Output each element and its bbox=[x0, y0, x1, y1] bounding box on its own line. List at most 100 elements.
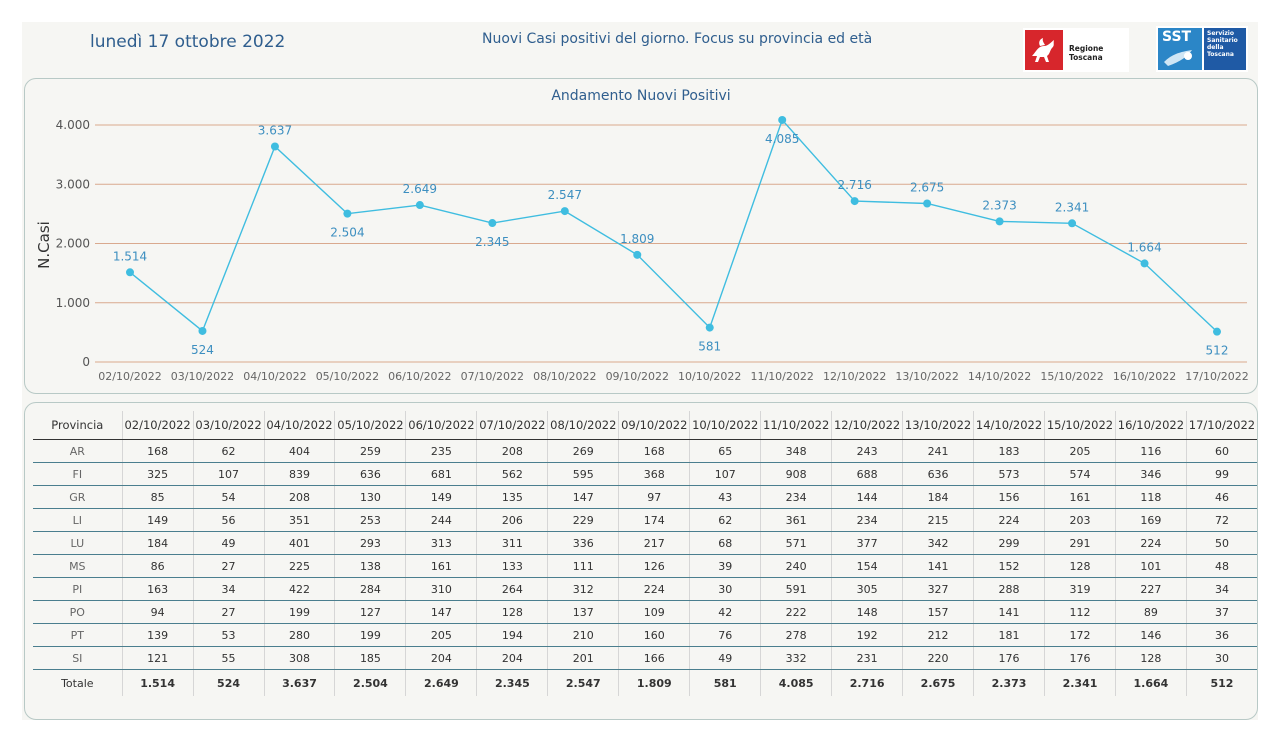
data-point bbox=[633, 250, 642, 259]
table-cell: 118 bbox=[1114, 485, 1187, 509]
table-cell: 135 bbox=[476, 485, 548, 509]
table-cell: 293 bbox=[334, 531, 406, 555]
table-cell: 269 bbox=[547, 439, 619, 463]
total-cell: 2.547 bbox=[547, 669, 619, 696]
total-cell: 2.716 bbox=[831, 669, 903, 696]
table-cell: 253 bbox=[334, 508, 406, 532]
table-row: PT 139 53 280 199 205 194 210 160 76 278 192 212 181 1… bbox=[33, 623, 1257, 647]
regione-toscana-logo: Regione Toscana bbox=[1023, 28, 1129, 72]
total-cell: 524 bbox=[192, 669, 265, 696]
table-cell: 160 bbox=[618, 623, 690, 647]
data-label: 2.547 bbox=[548, 188, 582, 202]
table-cell: 68 bbox=[689, 531, 761, 555]
total-cell: 2.373 bbox=[973, 669, 1045, 696]
table-cell: 208 bbox=[476, 439, 548, 463]
data-label: 2.716 bbox=[837, 178, 871, 192]
total-cell: 2.649 bbox=[405, 669, 477, 696]
table-cell: 225 bbox=[263, 554, 335, 578]
table-row: LU 184 49 401 293 313 311 336 217 68 571 377 342 299 2… bbox=[33, 531, 1257, 555]
data-label: 2.649 bbox=[403, 182, 437, 196]
table-cell: 194 bbox=[476, 623, 548, 647]
table-cell: 368 bbox=[618, 462, 690, 486]
table-cell: 562 bbox=[476, 462, 548, 486]
table-cell: 377 bbox=[831, 531, 903, 555]
y-tick-label: 0 bbox=[82, 355, 90, 369]
table-cell: 34 bbox=[192, 577, 265, 601]
data-label: 2.504 bbox=[330, 226, 364, 240]
table-cell: 204 bbox=[476, 646, 548, 670]
province-name: LU bbox=[33, 531, 123, 555]
x-tick-label: 10/10/2022 bbox=[678, 370, 741, 383]
table-cell: 571 bbox=[760, 531, 832, 555]
x-tick-label: 14/10/2022 bbox=[968, 370, 1031, 383]
table-cell: 147 bbox=[547, 485, 619, 509]
column-header-date: 15/10/2022 bbox=[1044, 411, 1116, 440]
data-label: 2.373 bbox=[982, 198, 1016, 212]
table-cell: 327 bbox=[902, 577, 974, 601]
table-cell: 573 bbox=[973, 462, 1045, 486]
total-cell: 2.504 bbox=[334, 669, 406, 696]
table-cell: 48 bbox=[1185, 554, 1257, 578]
table-cell: 244 bbox=[405, 508, 477, 532]
x-tick-label: 03/10/2022 bbox=[171, 370, 234, 383]
table-cell: 205 bbox=[405, 623, 477, 647]
data-point bbox=[778, 115, 787, 124]
x-tick-label: 05/10/2022 bbox=[316, 370, 379, 383]
sst-mark: SST bbox=[1158, 28, 1202, 70]
column-header-date: 10/10/2022 bbox=[689, 411, 761, 440]
table-row: AR 168 62 404 259 235 208 269 168 65 348 243 241 183 2… bbox=[33, 439, 1257, 463]
table-cell: 121 bbox=[121, 646, 194, 670]
table-cell: 46 bbox=[1185, 485, 1257, 509]
table-cell: 220 bbox=[902, 646, 974, 670]
x-tick-label: 11/10/2022 bbox=[750, 370, 813, 383]
table-cell: 234 bbox=[760, 485, 832, 509]
table-cell: 288 bbox=[973, 577, 1045, 601]
table-cell: 111 bbox=[547, 554, 619, 578]
table-cell: 146 bbox=[1114, 623, 1187, 647]
table-row: MS 86 27 225 138 161 133 111 126 39 240 154 141 152 12… bbox=[33, 554, 1257, 578]
table-cell: 235 bbox=[405, 439, 477, 463]
data-label: 2.675 bbox=[910, 181, 944, 195]
province-table: Provincia 02/10/2022 03/10/2022 04/10/2022 0… bbox=[33, 411, 1257, 696]
table-cell: 36 bbox=[1185, 623, 1257, 647]
table-cell: 231 bbox=[831, 646, 903, 670]
table-cell: 215 bbox=[902, 508, 974, 532]
total-label: Totale bbox=[61, 676, 94, 690]
table-cell: 212 bbox=[902, 623, 974, 647]
province-name: AR bbox=[33, 439, 123, 463]
x-tick-label: 17/10/2022 bbox=[1185, 370, 1248, 383]
table-cell: 234 bbox=[831, 508, 903, 532]
table-cell: 56 bbox=[192, 508, 265, 532]
table-cell: 332 bbox=[760, 646, 832, 670]
total-cell: 1.514 bbox=[121, 669, 194, 696]
table-cell: 908 bbox=[760, 462, 832, 486]
table-cell: 27 bbox=[192, 554, 265, 578]
table-cell: 229 bbox=[547, 508, 619, 532]
table-row: SI 121 55 308 185 204 204 201 166 49 332 231 220 176 1… bbox=[33, 646, 1257, 670]
table-cell: 49 bbox=[192, 531, 265, 555]
table-cell: 217 bbox=[618, 531, 690, 555]
column-header-date: 16/10/2022 bbox=[1114, 411, 1187, 440]
table-cell: 185 bbox=[334, 646, 406, 670]
table-cell: 224 bbox=[973, 508, 1045, 532]
report-date: lunedì 17 ottobre 2022 bbox=[90, 32, 286, 52]
table-header-row: Provincia 02/10/2022 03/10/2022 04/10/2022 0… bbox=[33, 411, 1257, 440]
province-name: MS bbox=[33, 554, 123, 578]
table-cell: 138 bbox=[334, 554, 406, 578]
table-cell: 161 bbox=[405, 554, 477, 578]
data-point bbox=[415, 201, 424, 210]
x-tick-label: 06/10/2022 bbox=[388, 370, 451, 383]
table-cell: 284 bbox=[334, 577, 406, 601]
regione-toscana-label: Regione Toscana bbox=[1069, 44, 1104, 62]
table-cell: 97 bbox=[618, 485, 690, 509]
table-cell: 176 bbox=[973, 646, 1045, 670]
table-cell: 42 bbox=[689, 600, 761, 624]
data-label: 512 bbox=[1206, 344, 1229, 358]
table-cell: 128 bbox=[1044, 554, 1116, 578]
table-cell: 299 bbox=[973, 531, 1045, 555]
table-cell: 636 bbox=[334, 462, 406, 486]
y-tick-label: 3.000 bbox=[56, 177, 90, 191]
table-cell: 85 bbox=[121, 485, 194, 509]
table-cell: 227 bbox=[1114, 577, 1187, 601]
table-cell: 351 bbox=[263, 508, 335, 532]
